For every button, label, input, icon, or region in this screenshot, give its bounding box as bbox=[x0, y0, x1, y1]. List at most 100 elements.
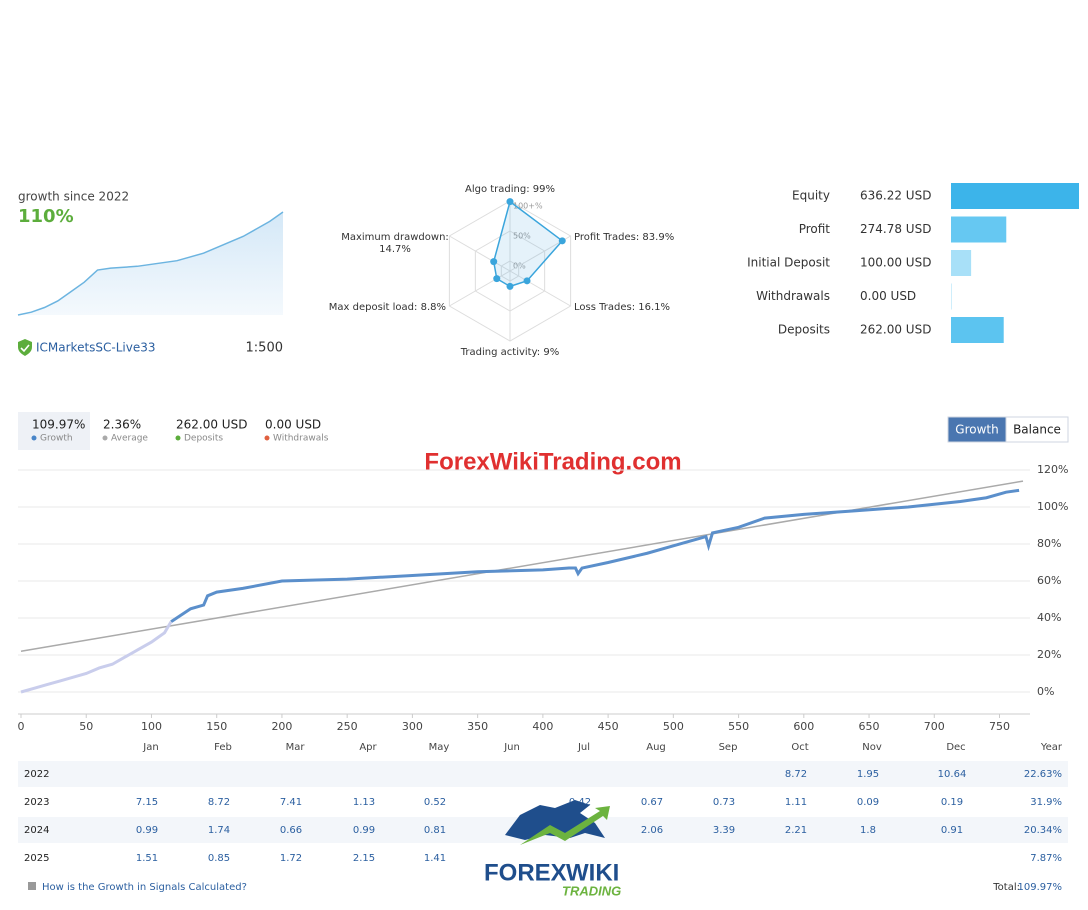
y-tick-label: 0% bbox=[1037, 685, 1054, 698]
total-value: 109.97% bbox=[1018, 882, 1063, 893]
balance-bar bbox=[951, 250, 972, 276]
x-tick-label: 750 bbox=[989, 720, 1010, 733]
table-header: Year bbox=[1040, 742, 1063, 753]
cell: 0.91 bbox=[941, 825, 963, 836]
balance-label: Initial Deposit bbox=[747, 256, 830, 270]
x-tick-label: 450 bbox=[598, 720, 619, 733]
table-header: Jun bbox=[503, 742, 520, 753]
x-tick-label: 300 bbox=[402, 720, 423, 733]
x-tick-label: 550 bbox=[728, 720, 749, 733]
radar-point bbox=[523, 277, 531, 285]
radar-label: Algo trading: 99% bbox=[465, 184, 555, 195]
verified-icon bbox=[18, 339, 32, 356]
cell: 0.66 bbox=[280, 825, 302, 836]
y-tick-label: 100% bbox=[1037, 500, 1068, 513]
balance-value: 636.22 USD bbox=[860, 189, 931, 203]
stat-dot bbox=[175, 435, 181, 441]
logo-word: TRADING bbox=[562, 883, 621, 898]
account-link[interactable]: ICMarketsSC-Live33 bbox=[36, 341, 156, 355]
growth-line bbox=[170, 488, 1020, 623]
growth-value: 110% bbox=[18, 206, 74, 227]
stat-dot bbox=[102, 435, 108, 441]
radar-label: Loss Trades: 16.1% bbox=[574, 302, 670, 313]
cell: 1.13 bbox=[353, 797, 375, 808]
stat-dot bbox=[31, 435, 37, 441]
cell: 0.52 bbox=[424, 797, 446, 808]
tab-button[interactable] bbox=[1005, 416, 1069, 443]
balance-bar bbox=[951, 317, 1004, 343]
balance-value: 0.00 USD bbox=[860, 289, 916, 303]
x-tick-label: 200 bbox=[271, 720, 292, 733]
help-icon bbox=[28, 882, 36, 890]
radar-value: 99% bbox=[533, 184, 555, 195]
table-header: Mar bbox=[286, 742, 306, 753]
table-header: Apr bbox=[359, 742, 377, 753]
radar-name: Max deposit load: bbox=[329, 302, 418, 313]
cell: 1.74 bbox=[208, 825, 230, 836]
balance-bar bbox=[951, 216, 1007, 243]
radar-tick-label: 50% bbox=[513, 232, 531, 241]
radar-spoke bbox=[449, 270, 511, 307]
radar-label: Trading activity: 9% bbox=[460, 347, 559, 358]
radar-point bbox=[490, 258, 498, 266]
stat-label: Growth bbox=[40, 434, 73, 444]
stat-value: 0.00 USD bbox=[265, 418, 321, 432]
balance-bar bbox=[951, 183, 1079, 209]
table-header: May bbox=[429, 742, 450, 753]
x-tick-label: 250 bbox=[337, 720, 358, 733]
check bbox=[20, 344, 30, 353]
balance-bar bbox=[951, 283, 952, 310]
logo-arrow bbox=[520, 806, 610, 845]
cell: 1.51 bbox=[136, 853, 158, 864]
row-bg bbox=[18, 761, 1068, 787]
y-tick-label: 40% bbox=[1037, 611, 1061, 624]
radar-value: 9% bbox=[543, 347, 559, 358]
balance-label: Equity bbox=[792, 189, 830, 203]
row-year: 2025 bbox=[24, 853, 49, 864]
y-tick-label: 120% bbox=[1037, 463, 1068, 476]
sparkline-area bbox=[18, 212, 283, 315]
tab-label[interactable]: Balance bbox=[1013, 423, 1061, 437]
stat-label: Deposits bbox=[184, 434, 223, 444]
x-tick-label: 400 bbox=[532, 720, 553, 733]
x-tick-label: 50 bbox=[79, 720, 93, 733]
radar-name: Trading activity: bbox=[460, 347, 540, 358]
radar-value: 8.8% bbox=[421, 302, 446, 313]
sparkline bbox=[17, 211, 284, 316]
cell-year: 31.9% bbox=[1030, 797, 1062, 808]
cell: 10.64 bbox=[938, 769, 967, 780]
cell: 8.72 bbox=[785, 769, 807, 780]
tab-label[interactable]: Growth bbox=[955, 423, 998, 437]
cell: 2.06 bbox=[641, 825, 663, 836]
radar-point bbox=[506, 198, 514, 206]
radar-label: Max deposit load: 8.8% bbox=[329, 302, 446, 313]
radar-point bbox=[558, 237, 566, 245]
row-year: 2023 bbox=[24, 797, 49, 808]
x-tick-label: 100 bbox=[141, 720, 162, 733]
y-tick-label: 20% bbox=[1037, 648, 1061, 661]
radar-point bbox=[506, 282, 514, 290]
balance-label: Deposits bbox=[778, 323, 830, 337]
leverage: 1:500 bbox=[246, 341, 283, 356]
cell: 0.73 bbox=[713, 797, 735, 808]
cell: 0.99 bbox=[136, 825, 158, 836]
cell: 1.95 bbox=[857, 769, 879, 780]
table-header: Jan bbox=[142, 742, 158, 753]
cell: 1.72 bbox=[280, 853, 302, 864]
stat-value: 2.36% bbox=[103, 418, 141, 432]
help-link[interactable]: How is the Growth in Signals Calculated? bbox=[42, 882, 247, 893]
balance-value: 262.00 USD bbox=[860, 323, 931, 337]
cell: 7.15 bbox=[136, 797, 158, 808]
cell: 7.41 bbox=[280, 797, 302, 808]
radar-name: Algo trading: bbox=[465, 184, 530, 195]
table-header: Sep bbox=[719, 742, 738, 753]
growth-line bbox=[20, 620, 173, 694]
tab-button[interactable] bbox=[947, 416, 1007, 443]
cell: 2.15 bbox=[353, 853, 375, 864]
x-tick-label: 500 bbox=[663, 720, 684, 733]
logo-word: FOREX bbox=[484, 859, 567, 886]
cell-year: 7.87% bbox=[1030, 853, 1062, 864]
x-tick-label: 350 bbox=[467, 720, 488, 733]
y-tick-label: 60% bbox=[1037, 574, 1061, 587]
